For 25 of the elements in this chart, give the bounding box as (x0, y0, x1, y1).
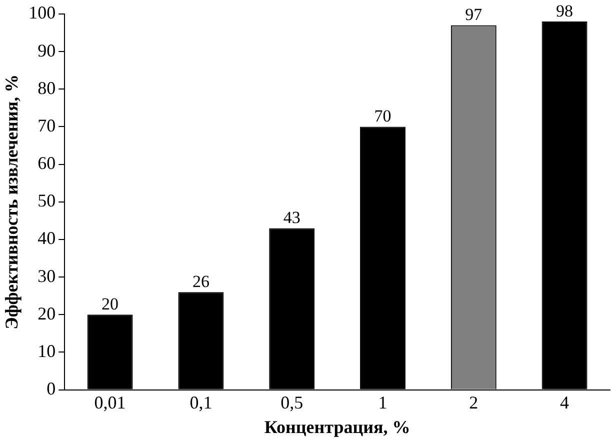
x-tick-label: 1 (378, 392, 388, 412)
x-tick-label: 0,5 (280, 392, 304, 412)
data-label: 70 (374, 106, 392, 126)
y-axis-title: Эффективность извлечения, % (1, 74, 22, 330)
data-label: 97 (465, 5, 483, 24)
x-tick-label: 0,1 (190, 392, 212, 412)
y-tick-label: 40 (38, 228, 56, 248)
x-tick-label: 4 (560, 392, 570, 412)
x-axis-title: Концентрация, % (264, 416, 410, 437)
y-tick-label: 70 (38, 115, 56, 136)
y-tick-label: 90 (38, 40, 56, 60)
y-tick-label: 100 (28, 2, 56, 23)
x-tick-label: 0,01 (94, 392, 126, 412)
y-tick-label: 20 (38, 303, 56, 324)
y-tick-label: 60 (38, 153, 56, 174)
x-tick-label: 2 (469, 392, 478, 412)
y-tick-label: 30 (38, 266, 56, 286)
data-label: 26 (192, 272, 210, 292)
y-tick-label: 0 (46, 378, 56, 399)
y-tick-label: 80 (38, 78, 56, 98)
data-label: 20 (102, 294, 119, 314)
data-label: 43 (283, 208, 300, 228)
y-tick-label: 10 (38, 340, 56, 361)
y-tick-label: 50 (38, 190, 56, 211)
data-label: 98 (556, 1, 574, 20)
